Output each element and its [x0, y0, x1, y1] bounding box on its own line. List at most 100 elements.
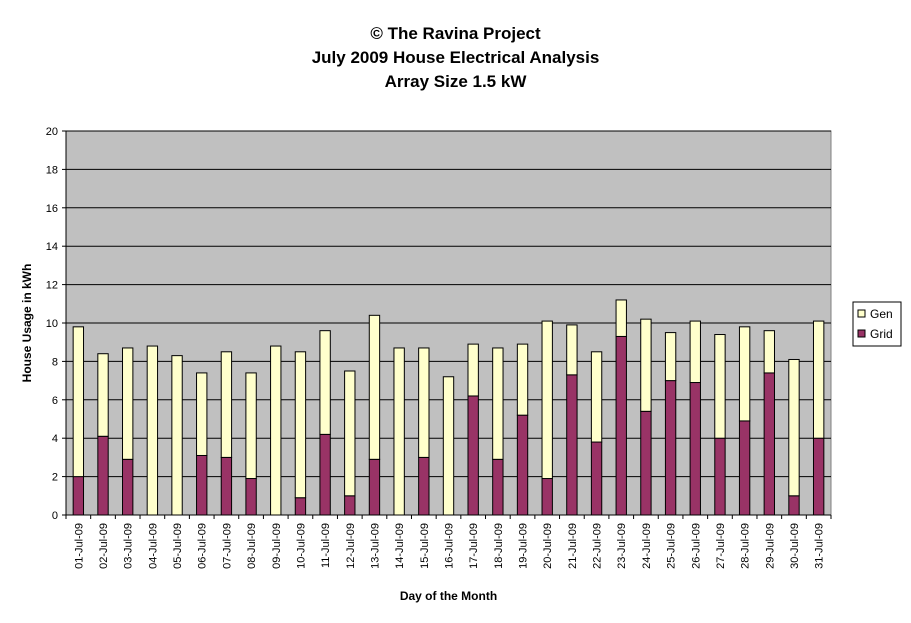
x-tick-label: 11-Jul-09: [320, 523, 332, 568]
x-tick-label: 04-Jul-09: [147, 523, 159, 569]
y-tick-label: 12: [46, 280, 58, 292]
bar-gen: [146, 345, 159, 516]
bar-gen: [516, 343, 529, 416]
bar-gen: [196, 372, 208, 456]
y-tick-label: 14: [46, 241, 58, 253]
x-tick-label: 22-Jul-09: [592, 523, 604, 569]
bar-gen: [393, 347, 405, 516]
bar-grid: [245, 478, 257, 516]
bar-grid: [344, 495, 356, 516]
bar-gen: [319, 330, 331, 435]
legend-label-gen: Gen: [870, 307, 893, 321]
chart-title: © The Ravina Project July 2009 House Ele…: [0, 22, 911, 94]
chart-title-line-1: © The Ravina Project: [370, 24, 541, 43]
bar-gen: [270, 345, 282, 516]
y-tick-label: 16: [46, 203, 58, 215]
bar-grid: [294, 497, 307, 516]
bar-grid: [196, 454, 208, 516]
bar-grid: [812, 437, 825, 516]
x-tick-label: 03-Jul-09: [123, 523, 135, 569]
bar-grid: [122, 458, 134, 516]
bar-gen: [171, 355, 183, 516]
y-tick-label: 0: [52, 510, 58, 522]
x-tick-label: 18-Jul-09: [493, 523, 505, 569]
x-tick-label: 20-Jul-09: [542, 523, 554, 569]
bar-grid: [467, 395, 479, 516]
legend-swatch-grid: [857, 329, 866, 338]
x-tick-label: 31-Jul-09: [814, 523, 826, 569]
y-tick-label: 6: [52, 395, 58, 407]
bar-grid: [220, 456, 233, 516]
bar-gen: [738, 326, 751, 422]
y-tick-label: 8: [52, 356, 58, 368]
x-tick-label: 15-Jul-09: [419, 523, 431, 569]
bar-grid: [566, 374, 578, 516]
bar-grid: [72, 476, 85, 516]
x-tick-label: 10-Jul-09: [295, 523, 307, 569]
bar-gen: [122, 347, 134, 460]
chart-title-line-2: July 2009 House Electrical Analysis: [311, 48, 600, 67]
x-tick-label: 13-Jul-09: [369, 523, 381, 569]
x-tick-label: 27-Jul-09: [715, 523, 727, 569]
x-tick-label: 26-Jul-09: [690, 523, 702, 569]
x-axis-label: Day of the Month: [400, 589, 497, 603]
bar-gen: [442, 376, 455, 516]
x-tick-label: 01-Jul-09: [73, 523, 85, 569]
bar-gen: [418, 347, 430, 458]
y-tick-label: 10: [46, 318, 58, 330]
x-tick-label: 17-Jul-09: [468, 523, 480, 569]
bar-grid: [516, 414, 529, 516]
x-tick-label: 02-Jul-09: [98, 523, 110, 569]
x-tick-label: 19-Jul-09: [518, 523, 530, 569]
bar-gen: [812, 320, 825, 439]
bar-grid: [664, 380, 677, 516]
bar-gen: [97, 353, 109, 437]
legend-box: [852, 301, 902, 347]
bar-gen: [245, 372, 257, 480]
bar-gen: [344, 370, 356, 497]
x-tick-label: 12-Jul-09: [345, 523, 357, 569]
bar-gen: [492, 347, 504, 460]
x-tick-label: 23-Jul-09: [616, 523, 628, 569]
chart-title-line-3: Array Size 1.5 kW: [384, 72, 527, 91]
x-tick-label: 07-Jul-09: [221, 523, 233, 569]
x-tick-label: 08-Jul-09: [246, 523, 258, 569]
x-tick-label: 16-Jul-09: [444, 523, 456, 569]
bar-grid: [763, 372, 775, 516]
bar-gen: [763, 330, 775, 374]
bar-grid: [689, 382, 701, 516]
bar-grid: [97, 435, 109, 516]
bar-grid: [738, 420, 751, 516]
bar-gen: [615, 299, 627, 337]
bar-gen: [368, 314, 381, 460]
bar-grid: [492, 458, 504, 516]
bar-gen: [664, 332, 677, 382]
bar-gen: [294, 351, 307, 499]
bar-grid: [615, 335, 627, 516]
x-tick-label: 09-Jul-09: [271, 523, 283, 569]
bar-gen: [788, 358, 800, 497]
y-tick-label: 20: [46, 126, 58, 138]
bar-grid: [541, 478, 553, 516]
x-tick-label: 24-Jul-09: [641, 523, 653, 569]
bar-grid: [590, 441, 603, 516]
legend-label-grid: Grid: [870, 327, 893, 341]
bar-grid: [418, 456, 430, 516]
bar-grid: [788, 495, 800, 516]
x-tick-label: 14-Jul-09: [394, 523, 406, 569]
bar-gen: [640, 318, 652, 412]
y-tick-label: 4: [52, 433, 58, 445]
x-tick-label: 25-Jul-09: [666, 523, 678, 569]
bar-gen: [220, 351, 233, 458]
y-axis-label: House Usage in kWh: [20, 264, 34, 383]
x-tick-label: 28-Jul-09: [740, 523, 752, 569]
bar-gen: [467, 343, 479, 397]
bar-grid: [319, 433, 331, 516]
x-tick-label: 06-Jul-09: [197, 523, 209, 569]
bar-gen: [72, 326, 85, 478]
x-tick-label: 29-Jul-09: [764, 523, 776, 569]
bar-gen: [689, 320, 701, 384]
bar-grid: [714, 437, 726, 516]
